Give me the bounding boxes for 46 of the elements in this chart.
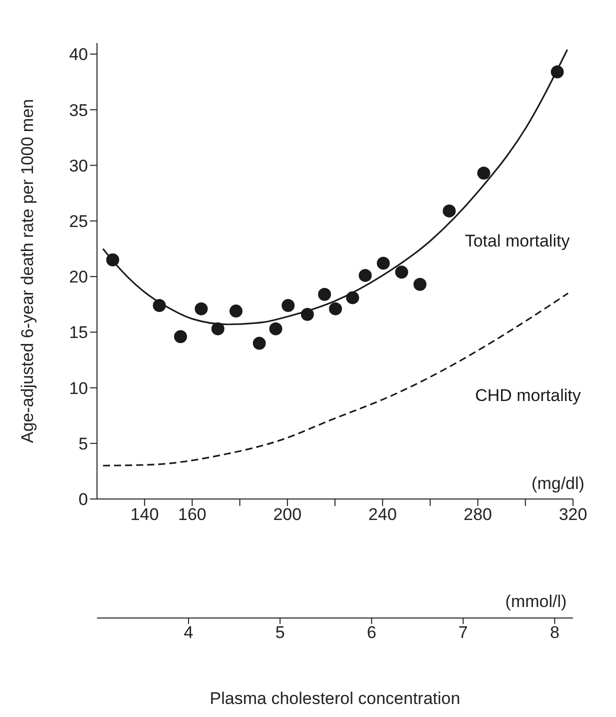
point <box>442 204 456 218</box>
y-tick-label: 35 <box>69 100 88 120</box>
text: (mmol/l) <box>505 592 567 612</box>
x2-tick-label: 5 <box>275 623 285 642</box>
point <box>328 302 342 316</box>
y-tick-label: 25 <box>69 212 88 231</box>
point <box>413 278 426 291</box>
point <box>358 268 372 282</box>
point <box>550 65 564 78</box>
x-tick-label: 320 <box>558 505 588 524</box>
y-tick-label: 15 <box>69 323 88 342</box>
point <box>211 322 224 336</box>
point <box>477 166 490 180</box>
y-axis-title: Age-adjusted 6-year death rate per 1000 men <box>18 98 38 444</box>
point <box>194 302 208 316</box>
y-tick-label: 20 <box>69 268 88 287</box>
x-tick-label: 240 <box>368 505 397 524</box>
point <box>282 298 295 312</box>
point <box>300 308 314 321</box>
x2-tick-label: 4 <box>184 623 194 642</box>
point <box>318 288 332 301</box>
annotation: (mg/dl) <box>532 474 584 494</box>
point <box>252 336 266 350</box>
x-axis-title: Plasma cholesterol concentration <box>210 689 460 708</box>
y-tick-label: 40 <box>69 45 88 64</box>
y-tick-label: 30 <box>69 156 88 176</box>
point <box>395 266 408 279</box>
x-tick-label: 200 <box>273 505 302 524</box>
point <box>346 291 360 304</box>
x-tick-label: 140 <box>130 505 159 524</box>
y-tick-label: 10 <box>69 378 88 398</box>
series-label: CHD mortality <box>475 386 582 406</box>
y-tick-label: 5 <box>78 434 88 454</box>
series-label: Total mortality <box>464 232 570 251</box>
x2-tick-label: 7 <box>458 623 468 642</box>
x2-tick-label: 6 <box>366 623 376 642</box>
point <box>106 253 120 266</box>
x-tick-label: 280 <box>464 505 492 524</box>
point <box>152 298 166 312</box>
x-tick-label: 160 <box>178 505 206 524</box>
point <box>269 322 282 336</box>
point <box>376 256 390 270</box>
point <box>174 330 188 344</box>
y-tick-label: 0 <box>78 490 88 510</box>
x2-tick-label: 8 <box>550 623 560 642</box>
point <box>229 304 242 318</box>
